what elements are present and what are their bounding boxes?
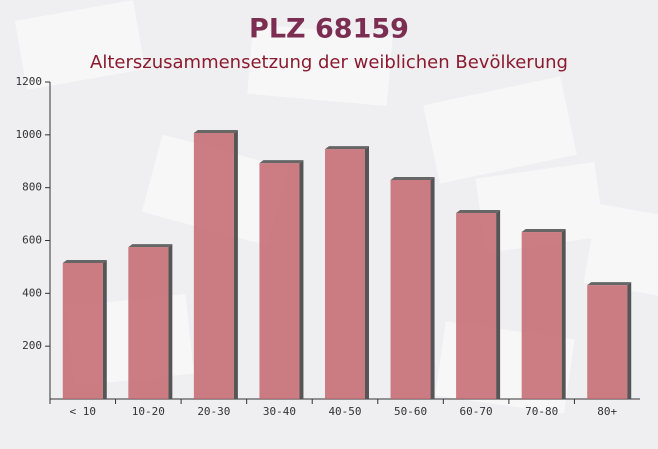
y-tick-label: 600 bbox=[22, 234, 42, 247]
bar bbox=[259, 163, 300, 399]
bar-shadow bbox=[496, 210, 501, 399]
bar bbox=[390, 180, 431, 399]
x-tick-label: 60-70 bbox=[460, 405, 493, 418]
bar-shadow bbox=[365, 146, 369, 399]
bar-shadow bbox=[299, 160, 304, 399]
y-tick-label: 400 bbox=[22, 286, 42, 299]
bar-shadow bbox=[456, 210, 501, 214]
bar bbox=[456, 213, 497, 399]
bar-shadow bbox=[561, 229, 566, 399]
y-tick-label: 1000 bbox=[16, 128, 43, 141]
bar bbox=[325, 149, 365, 399]
bar-shadow bbox=[587, 282, 632, 286]
x-tick-label: 80+ bbox=[597, 405, 617, 418]
x-tick-label: 30-40 bbox=[263, 405, 296, 418]
bar-shadow bbox=[62, 259, 107, 263]
x-tick-label: 70-80 bbox=[525, 405, 558, 418]
bar-shadow bbox=[430, 177, 435, 399]
bar-shadow bbox=[627, 282, 632, 399]
y-tick-label: 200 bbox=[22, 339, 42, 352]
y-tick-label: 1200 bbox=[16, 75, 43, 88]
bar bbox=[62, 262, 103, 399]
x-tick-label: 40-50 bbox=[328, 405, 361, 418]
bar bbox=[128, 247, 169, 399]
bar-shadow bbox=[521, 229, 566, 233]
x-tick-label: 20-30 bbox=[197, 405, 230, 418]
x-tick-label: < 10 bbox=[70, 405, 97, 418]
bar-shadow bbox=[102, 259, 107, 399]
bar bbox=[521, 232, 562, 399]
bar-shadow bbox=[259, 160, 304, 164]
chart-subtitle: Alterszusammensetzung der weiblichen Bev… bbox=[90, 52, 568, 73]
chart-title: PLZ 68159 bbox=[249, 14, 409, 45]
y-tick-label: 800 bbox=[22, 181, 42, 194]
bar-shadow bbox=[168, 244, 173, 399]
bar-shadow bbox=[128, 244, 173, 248]
bar-shadow bbox=[233, 129, 238, 399]
x-tick-label: 10-20 bbox=[132, 405, 165, 418]
bar-shadow bbox=[193, 129, 238, 133]
bar-shadow bbox=[325, 146, 369, 150]
bar bbox=[587, 285, 628, 399]
bar-shadow bbox=[390, 177, 435, 181]
bar bbox=[193, 132, 234, 399]
x-tick-label: 50-60 bbox=[394, 405, 427, 418]
